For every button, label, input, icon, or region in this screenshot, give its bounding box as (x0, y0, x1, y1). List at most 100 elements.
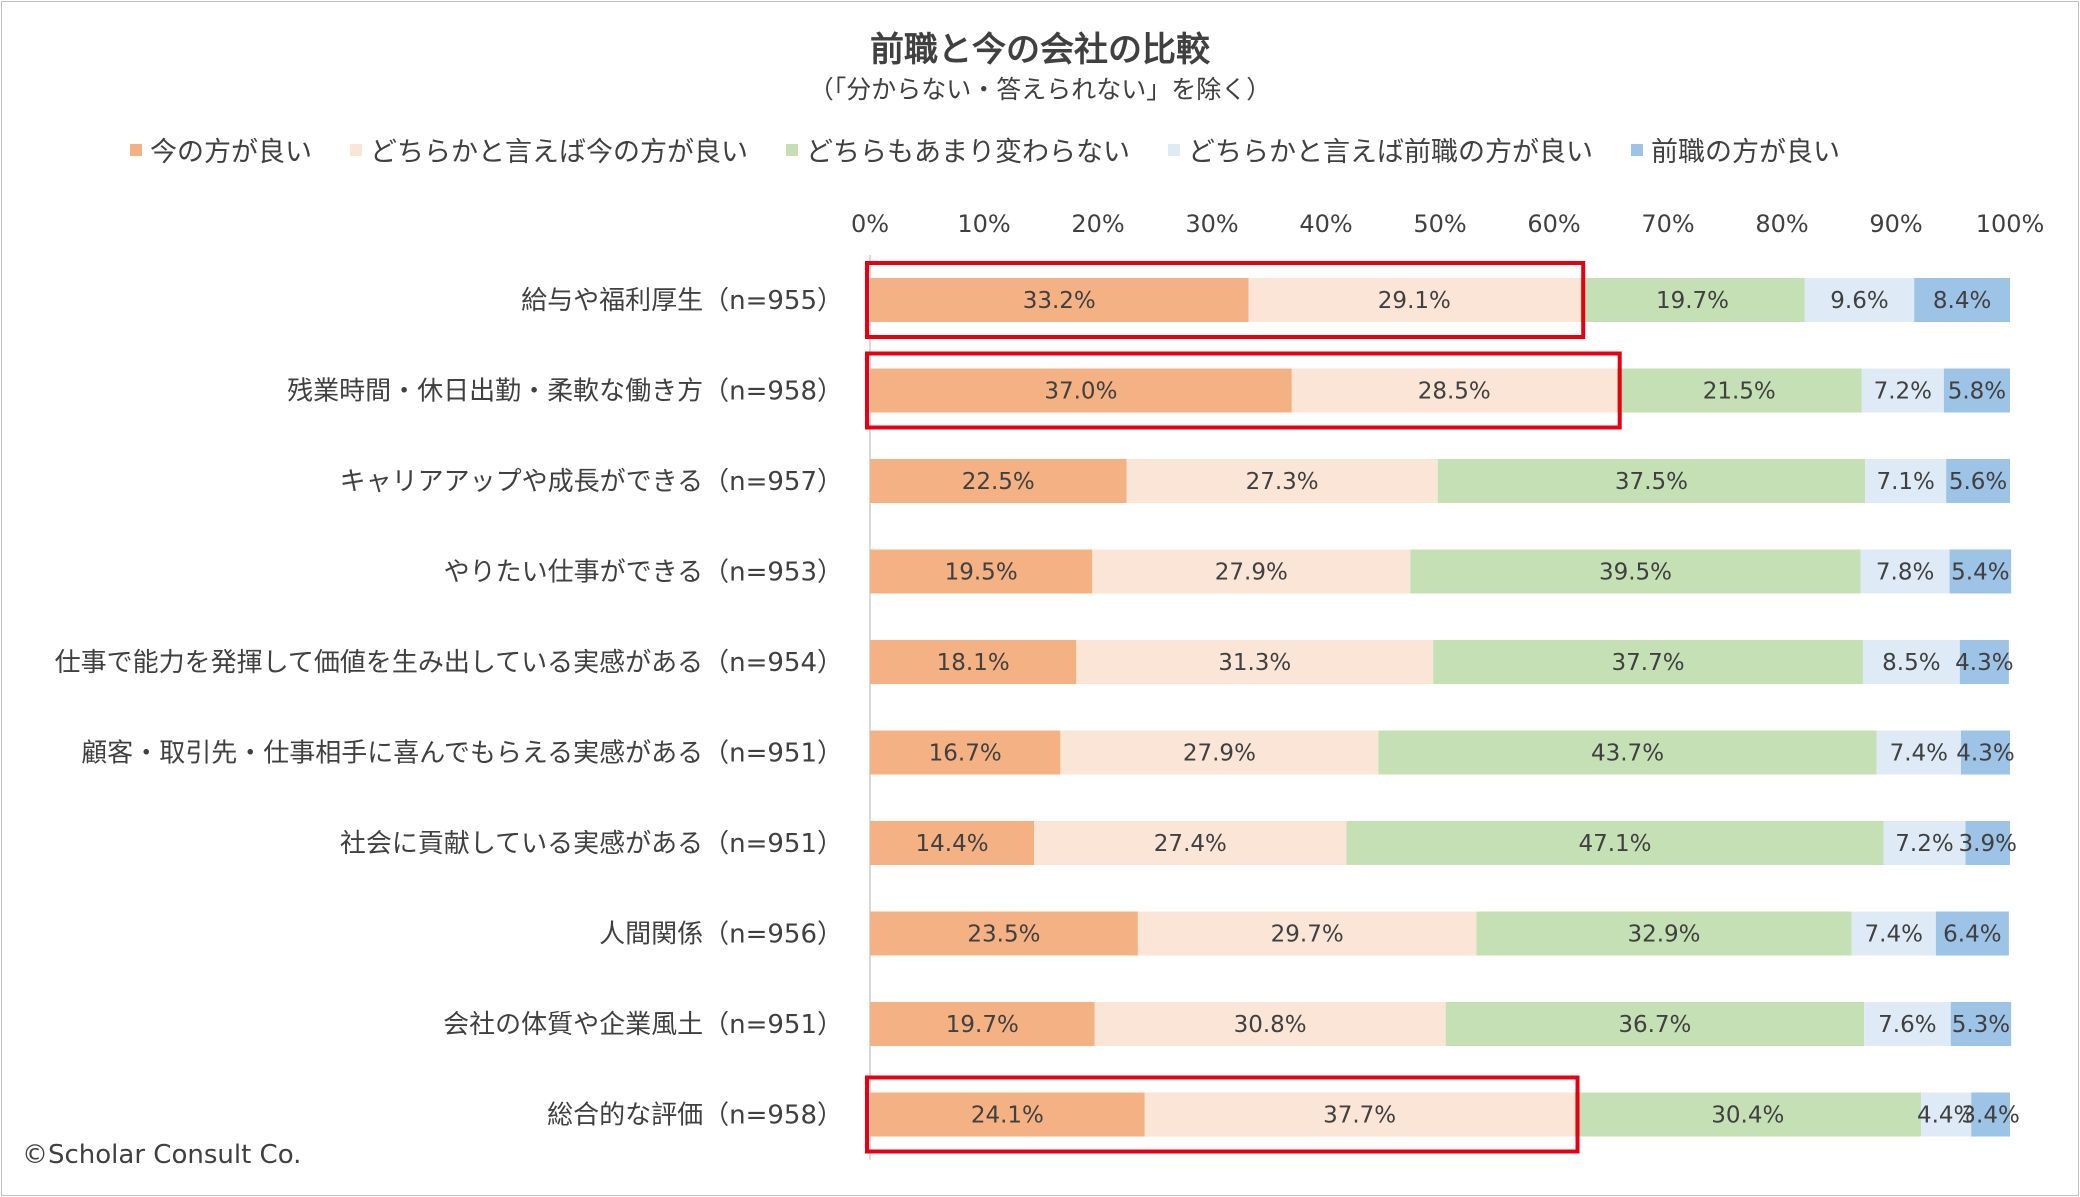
chart-title: 前職と今の会社の比較 (870, 30, 1210, 70)
data-label: 3.4% (1961, 1103, 2019, 1129)
data-label: 19.7% (1656, 288, 1729, 314)
bar-segment (1616, 368, 1862, 413)
x-tick-label: 70% (1641, 210, 1694, 238)
bar-segment (870, 911, 1138, 956)
data-label: 7.6% (1878, 1012, 1936, 1038)
chart-subtitle: （「分からない・答えられない」を除く） (808, 75, 1272, 104)
data-label: 5.6% (1949, 469, 2007, 495)
data-label: 32.9% (1627, 922, 1700, 948)
bar-segment (1076, 640, 1434, 684)
data-label: 14.4% (916, 831, 989, 857)
bar-segment (1433, 640, 1863, 684)
bar-segment (1935, 911, 2009, 956)
data-label: 3.9% (1959, 831, 2017, 857)
legend-swatch-2 (786, 143, 798, 156)
bar-segment (1476, 911, 1852, 956)
legend-swatch-3 (1168, 143, 1180, 156)
x-tick-label: 10% (957, 210, 1010, 238)
bar-segment (1921, 1092, 1972, 1137)
data-label: 29.1% (1378, 288, 1451, 314)
category-label: キャリアアップや成長ができる（n=957） (340, 467, 843, 497)
x-tick-label: 60% (1527, 210, 1580, 238)
bar-segment (1291, 368, 1617, 413)
data-label: 23.5% (967, 922, 1040, 948)
legend-swatch-0 (130, 143, 142, 156)
chart-legend: 今の方が良い どちらかと言えば今の方が良い どちらもあまり変わらない どちらかと… (130, 130, 1840, 169)
legend-label-1: どちらかと言えば今の方が良い (370, 137, 748, 168)
bar-segment (870, 368, 1292, 413)
bar-segment (870, 1002, 1095, 1046)
data-label: 7.2% (1895, 831, 1953, 857)
category-label: 社会に貢献している実感がある（n=951） (340, 829, 843, 859)
data-label: 43.7% (1591, 741, 1664, 767)
data-label: 21.5% (1703, 379, 1776, 405)
x-tick-label: 90% (1869, 210, 1922, 238)
bar-segment (1851, 911, 1936, 956)
data-label: 37.7% (1323, 1103, 1396, 1129)
bar-segment (1959, 640, 2009, 684)
data-label: 4.4% (1917, 1103, 1975, 1129)
data-label: 4.3% (1955, 650, 2013, 676)
legend-item-2: どちらもあまり変わらない (786, 130, 1130, 169)
data-label: 27.3% (1246, 469, 1319, 495)
bar-segment (1914, 278, 2010, 322)
data-label: 5.8% (1948, 379, 2006, 405)
highlight-box (865, 351, 1622, 430)
data-label: 39.5% (1599, 560, 1672, 586)
legend-item-0: 今の方が良い (130, 130, 312, 169)
category-label: 仕事で能力を発揮して価値を生み出している実感がある（n=954） (55, 648, 843, 678)
category-label: 会社の体質や企業風土（n=951） (443, 1010, 843, 1040)
copyright-notice: ©Scholar Consult Co. (22, 1140, 302, 1170)
bar-segment (1092, 549, 1411, 594)
data-label: 27.4% (1154, 831, 1227, 857)
data-label: 28.5% (1418, 379, 1491, 405)
data-label: 5.4% (1951, 560, 2009, 586)
data-label: 8.5% (1882, 650, 1940, 676)
bar-segment (1950, 1002, 2012, 1046)
data-label: 27.9% (1215, 560, 1288, 586)
bar-segment (1949, 549, 2012, 594)
legend-swatch-4 (1631, 143, 1643, 156)
legend-item-3: どちらかと言えば前職の方が良い (1168, 130, 1593, 169)
data-label: 19.7% (946, 1012, 1019, 1038)
x-tick-label: 50% (1413, 210, 1466, 238)
bar-segment (1876, 730, 1961, 775)
bar-segment (1965, 821, 2010, 865)
data-label: 9.6% (1830, 288, 1888, 314)
data-label: 47.1% (1578, 831, 1651, 857)
data-label: 18.1% (937, 650, 1010, 676)
legend-swatch-1 (350, 143, 362, 156)
legend-item-1: どちらかと言えば今の方が良い (350, 130, 748, 169)
data-label: 7.4% (1890, 741, 1948, 767)
data-label: 29.7% (1271, 922, 1344, 948)
bar-segment (1137, 911, 1477, 956)
bar-segment (870, 459, 1127, 503)
data-label: 7.1% (1876, 469, 1934, 495)
bar-segment (1126, 459, 1438, 503)
bar-segment (870, 278, 1249, 322)
x-tick-label: 40% (1299, 210, 1352, 238)
data-label: 7.8% (1876, 560, 1934, 586)
data-label: 4.3% (1956, 741, 2014, 767)
category-label: 残業時間・休日出勤・柔軟な働き方（n=958） (287, 377, 843, 407)
data-label: 27.9% (1183, 741, 1256, 767)
x-tick-label: 80% (1755, 210, 1808, 238)
category-label: やりたい仕事ができる（n=953） (444, 558, 843, 588)
legend-label-2: どちらもあまり変わらない (806, 137, 1130, 168)
bar-segment (1860, 549, 1950, 594)
bar-segment (1580, 278, 1805, 322)
bar-segment (870, 821, 1035, 865)
bar-segment (1034, 821, 1347, 865)
x-tick-label: 20% (1071, 210, 1124, 238)
bar-segment (1410, 549, 1861, 594)
bar-segment (1883, 821, 1966, 865)
bar-segment (1346, 821, 1884, 865)
data-label: 37.0% (1044, 379, 1117, 405)
highlight-box (865, 1075, 1580, 1154)
data-label: 33.2% (1023, 288, 1096, 314)
bar-segment (870, 549, 1093, 594)
bar-segment (1946, 459, 2010, 503)
legend-item-4: 前職の方が良い (1631, 130, 1840, 169)
data-label: 36.7% (1618, 1012, 1691, 1038)
